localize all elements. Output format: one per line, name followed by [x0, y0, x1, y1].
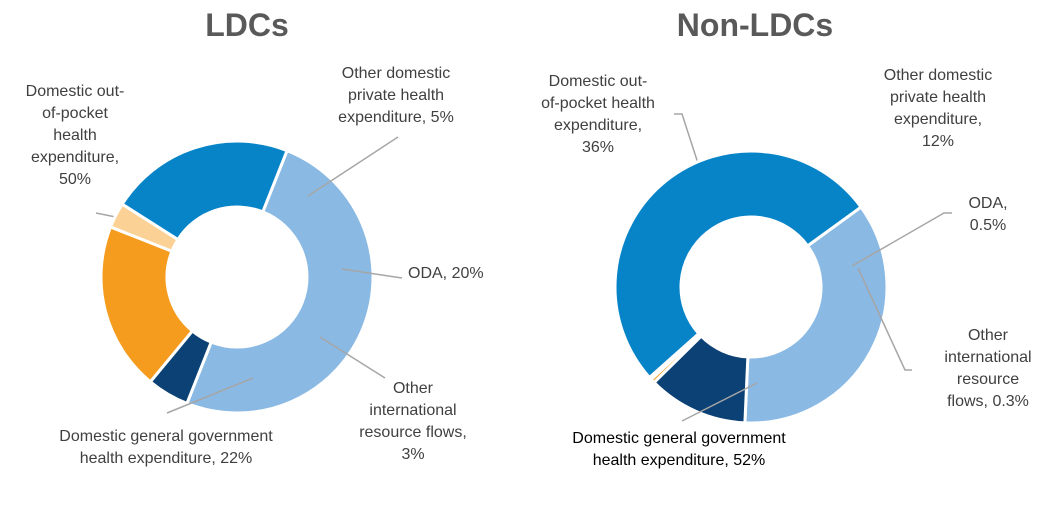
- slice-label-line: 36%: [582, 139, 614, 156]
- donut-non-ldcs: Domestic out-of-pocket health expenditure…: [541, 67, 1032, 469]
- leader-line: [319, 336, 386, 379]
- chart-title-non-ldcs: Non-LDCs: [677, 7, 833, 43]
- donut-ldcs: Domestic out-of-pocket health expenditure,…: [26, 65, 484, 467]
- slice-label: ODA, 0.5%: [968, 195, 1007, 234]
- slice-label-line: Other: [968, 327, 1009, 344]
- slice-label-line: expenditure,: [894, 111, 982, 128]
- slice-label-line: Other domestic: [884, 67, 992, 84]
- slice-label-line: private health: [890, 89, 986, 106]
- slice-label-line: 50%: [59, 171, 91, 188]
- slice-label: Domestic general government health expend…: [572, 430, 786, 469]
- donut-slice: [743, 204, 889, 425]
- slice-label: Domestic out-of-pocket health expenditure,…: [26, 83, 125, 188]
- slice-label-line: of-pocket health: [541, 95, 655, 112]
- donut-slice: [99, 224, 195, 384]
- slice-label-line: health expenditure, 22%: [80, 450, 253, 467]
- slice-label-line: health: [53, 127, 97, 144]
- slice-label-line: expenditure,: [554, 117, 642, 134]
- slice-label-line: international: [944, 349, 1031, 366]
- slice-label-line: health expenditure, 52%: [593, 452, 766, 469]
- slice-label-line: flows, 0.3%: [947, 393, 1029, 410]
- slice-label-line: ODA,: [968, 195, 1007, 212]
- slice-label: Other domestic private health expenditure,…: [338, 65, 454, 126]
- slice-label-line: 3%: [401, 446, 424, 463]
- chart-title-ldcs: LDCs: [205, 7, 289, 43]
- slice-label: Other domestic private health expenditure,…: [884, 67, 992, 150]
- slice-label-line: ODA, 20%: [408, 265, 484, 282]
- slice-label-line: Domestic general government: [572, 430, 786, 447]
- slice-label-line: international: [369, 402, 456, 419]
- slice-label-line: resource flows,: [359, 424, 467, 441]
- slice-label: Domestic out-of-pocket health expenditure…: [541, 73, 655, 156]
- slice-label-line: 0.5%: [970, 217, 1006, 234]
- slice-label-line: 12%: [922, 133, 954, 150]
- leader-line: [341, 268, 403, 279]
- slice-label-line: Other: [393, 380, 434, 397]
- slice-label-line: of-pocket: [42, 105, 108, 122]
- slice-label-line: Domestic out-: [26, 83, 125, 100]
- slice-label-line: resource: [957, 371, 1019, 388]
- leader-line: [681, 382, 758, 422]
- leader-line: [166, 377, 254, 414]
- slice-label-line: private health: [348, 87, 444, 104]
- donut-slice: [613, 149, 864, 380]
- slice-label: Other international resource flows, 0.3%: [944, 327, 1031, 410]
- donut-slice: [120, 139, 290, 242]
- donut-slice: [184, 148, 375, 415]
- slice-label-line: Domestic general government: [59, 428, 273, 445]
- slice-label-line: expenditure, 5%: [338, 109, 454, 126]
- slice-label-line: Other domestic: [342, 65, 450, 82]
- slice-label: ODA, 20%: [408, 265, 484, 282]
- slice-label-line: Domestic out-: [549, 73, 648, 90]
- slice-label: Domestic general government health expend…: [59, 428, 273, 467]
- slice-label: Other international resource flows, 3%: [359, 380, 467, 463]
- leader-line: [857, 267, 912, 371]
- slice-label-line: expenditure,: [31, 149, 119, 166]
- leader-line: [307, 136, 399, 197]
- leader-line: [851, 212, 952, 267]
